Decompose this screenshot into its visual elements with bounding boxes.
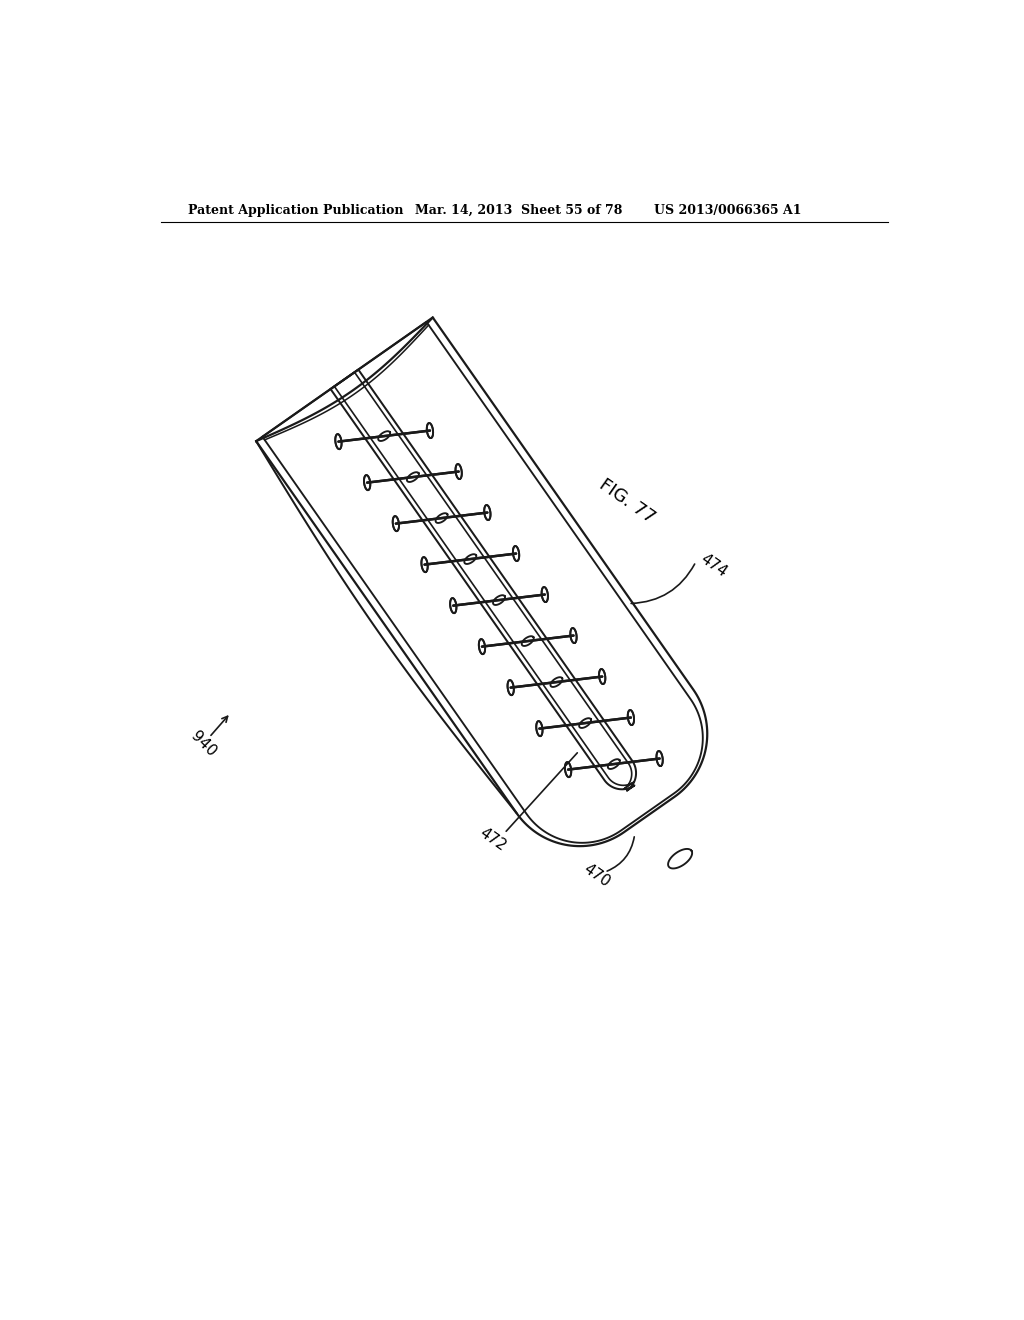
Text: US 2013/0066365 A1: US 2013/0066365 A1 xyxy=(654,205,802,218)
Text: 470: 470 xyxy=(581,862,613,891)
Text: Mar. 14, 2013  Sheet 55 of 78: Mar. 14, 2013 Sheet 55 of 78 xyxy=(416,205,623,218)
Text: Patent Application Publication: Patent Application Publication xyxy=(188,205,403,218)
Text: 940: 940 xyxy=(188,729,219,759)
Text: 474: 474 xyxy=(697,550,730,579)
Text: 472: 472 xyxy=(476,825,509,854)
Text: FIG. 77: FIG. 77 xyxy=(596,475,658,527)
